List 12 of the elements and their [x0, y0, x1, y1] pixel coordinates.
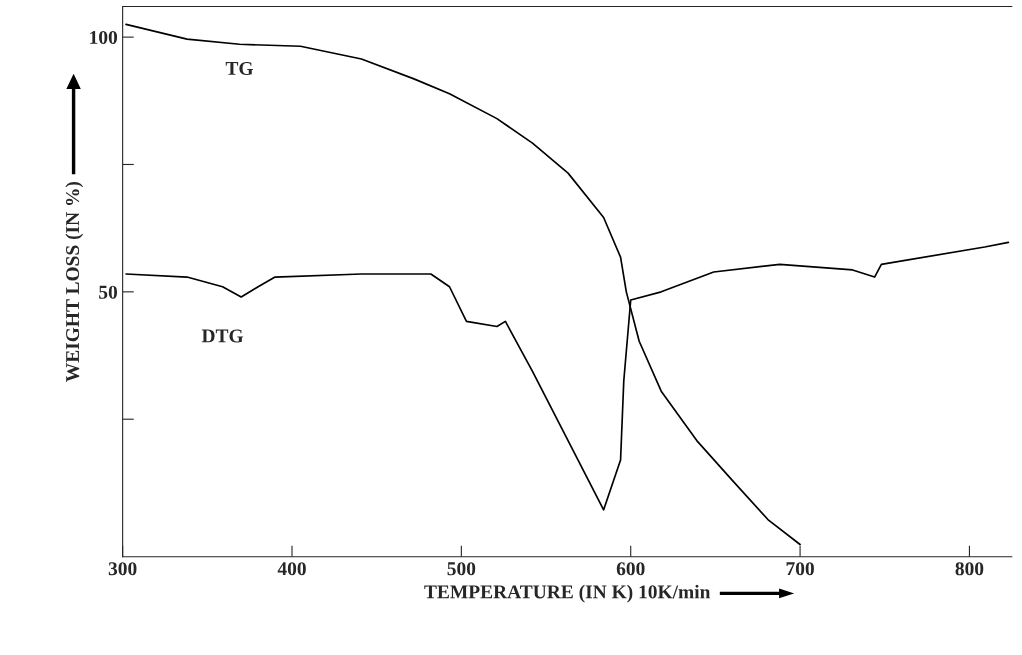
- x-tick-label: 600: [616, 562, 645, 576]
- y-tick-label: 100: [90, 30, 118, 45]
- y-tick-label: 50: [99, 285, 118, 299]
- x-axis-title: TEMPERATURE (IN K) 10K/min: [424, 584, 711, 603]
- x-tick-label: 700: [786, 562, 814, 576]
- series-label: DTG: [201, 329, 244, 343]
- x-tick-label: 400: [277, 562, 306, 576]
- series-label: TG: [225, 61, 254, 75]
- x-tick-label: 800: [955, 562, 984, 576]
- x-tick-label: 300: [108, 562, 137, 576]
- x-tick-label: 500: [447, 562, 476, 576]
- y-axis-title: WEIGHT LOSS (IN %): [65, 181, 84, 382]
